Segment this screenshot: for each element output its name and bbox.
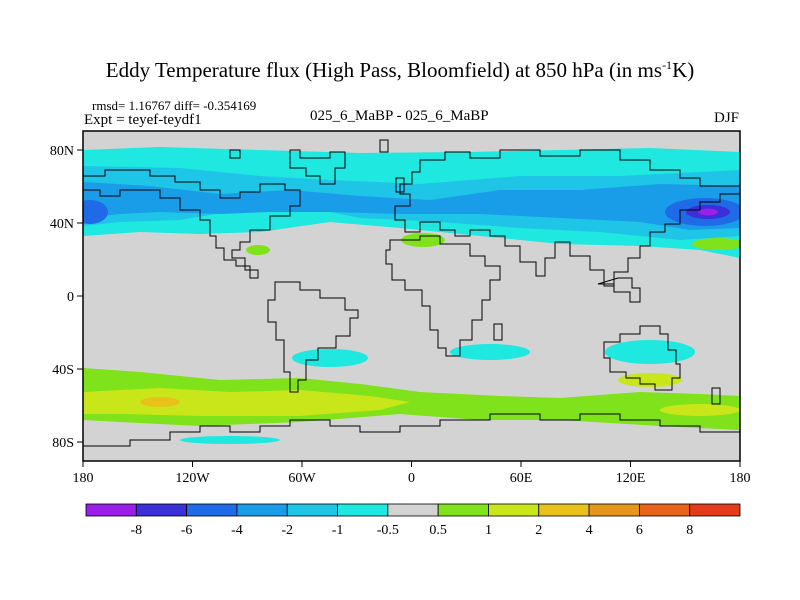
lon-tick-label: 180 [730,471,751,486]
coast-eurasia [394,149,740,287]
sh-negative-patch-4 [180,436,280,444]
colorbar-swatch [689,503,741,517]
sh-band-strong [83,388,410,416]
colorbar-label: -8 [130,523,142,538]
colorbar-label: 2 [535,523,542,538]
colorbar-label: 1 [485,523,492,538]
coast-north-america [83,169,301,279]
colorbar-label: 6 [636,523,643,538]
sh-negative-patch-3 [605,340,695,364]
run-label: 025_6_MaBP - 025_6_MaBP [310,108,489,124]
lat-tick-label: 40N [50,217,74,232]
lon-tick-label: 120W [175,471,210,486]
colorbar-swatch [437,503,489,517]
flux-field [83,147,740,444]
colorbar-swatch [286,503,338,517]
coast-uk [395,177,405,193]
lon-tick-label: 180 [73,471,94,486]
colorbar-swatch [387,503,439,517]
chart-title: Eddy Temperature flux (High Pass, Bloomf… [105,58,695,82]
nh-band-strong [83,182,740,230]
colorbar-swatch [135,503,188,517]
colorbar-label: 0.5 [429,523,447,538]
colorbar-label: 4 [586,523,593,538]
sh-positive-patch [660,404,740,416]
lat-tick-label: 0 [67,290,74,305]
lat-tick-label: 40S [52,363,74,378]
lon-tick-label: 0 [408,471,415,486]
pacific-core-max [698,208,718,216]
colorbar-label: -6 [181,523,193,538]
lon-tick-label: 120E [616,471,646,486]
coast-africa [385,235,501,357]
colorbar-labels: -8 -6 -4 -2 -1 -0.5 0.5 1 2 4 6 8 [130,523,693,538]
sh-indian-patch [618,373,682,387]
coast-se-asia [597,277,641,303]
nh-core-west [83,200,108,224]
colorbar-swatch [236,503,288,517]
coast-new-zealand [711,387,721,405]
coast-australia [603,325,681,391]
sh-negative-patch-2 [450,344,530,360]
coast-arctic-islands [229,139,389,159]
stats-text: rmsd= 1.16767 diff= -0.354169 [92,98,257,113]
colorbar [85,503,741,517]
season-label: DJF [713,110,739,126]
nh-positive-patch-2 [246,245,270,255]
colorbar-label: -0.5 [377,523,399,538]
lat-tick-label: 80S [52,436,74,451]
colorbar-swatch [85,503,137,517]
coastlines [83,139,740,447]
lon-tick-label: 60E [510,471,533,486]
sh-negative-patch-1 [292,349,368,367]
coast-greenland [289,149,346,185]
colorbar-swatch [186,503,238,517]
colorbar-swatch [588,503,640,517]
colorbar-swatch [488,503,540,517]
colorbar-label: -4 [231,523,243,538]
colorbar-label: -1 [332,523,344,538]
lat-tick-label: 80N [50,144,74,159]
coast-south-america [267,281,359,393]
colorbar-swatch [538,503,590,517]
lon-tick-label: 60W [288,471,316,486]
colorbar-label: 8 [686,523,693,538]
experiment-label: Expt = teyef-teydf1 [84,112,202,128]
axis-ticks [77,149,741,467]
coast-madagascar [493,323,503,341]
nh-positive-patch-3 [692,238,740,250]
coast-antarctica [83,413,740,447]
colorbar-swatch [337,503,389,517]
lat-tick-labels: 80N 40N 0 40S 80S [50,144,74,451]
colorbar-swatch [638,503,691,517]
colorbar-label: -2 [281,523,293,538]
sh-core [140,397,180,407]
lon-tick-labels: 180 120W 60W 0 60E 120E 180 [73,471,751,486]
